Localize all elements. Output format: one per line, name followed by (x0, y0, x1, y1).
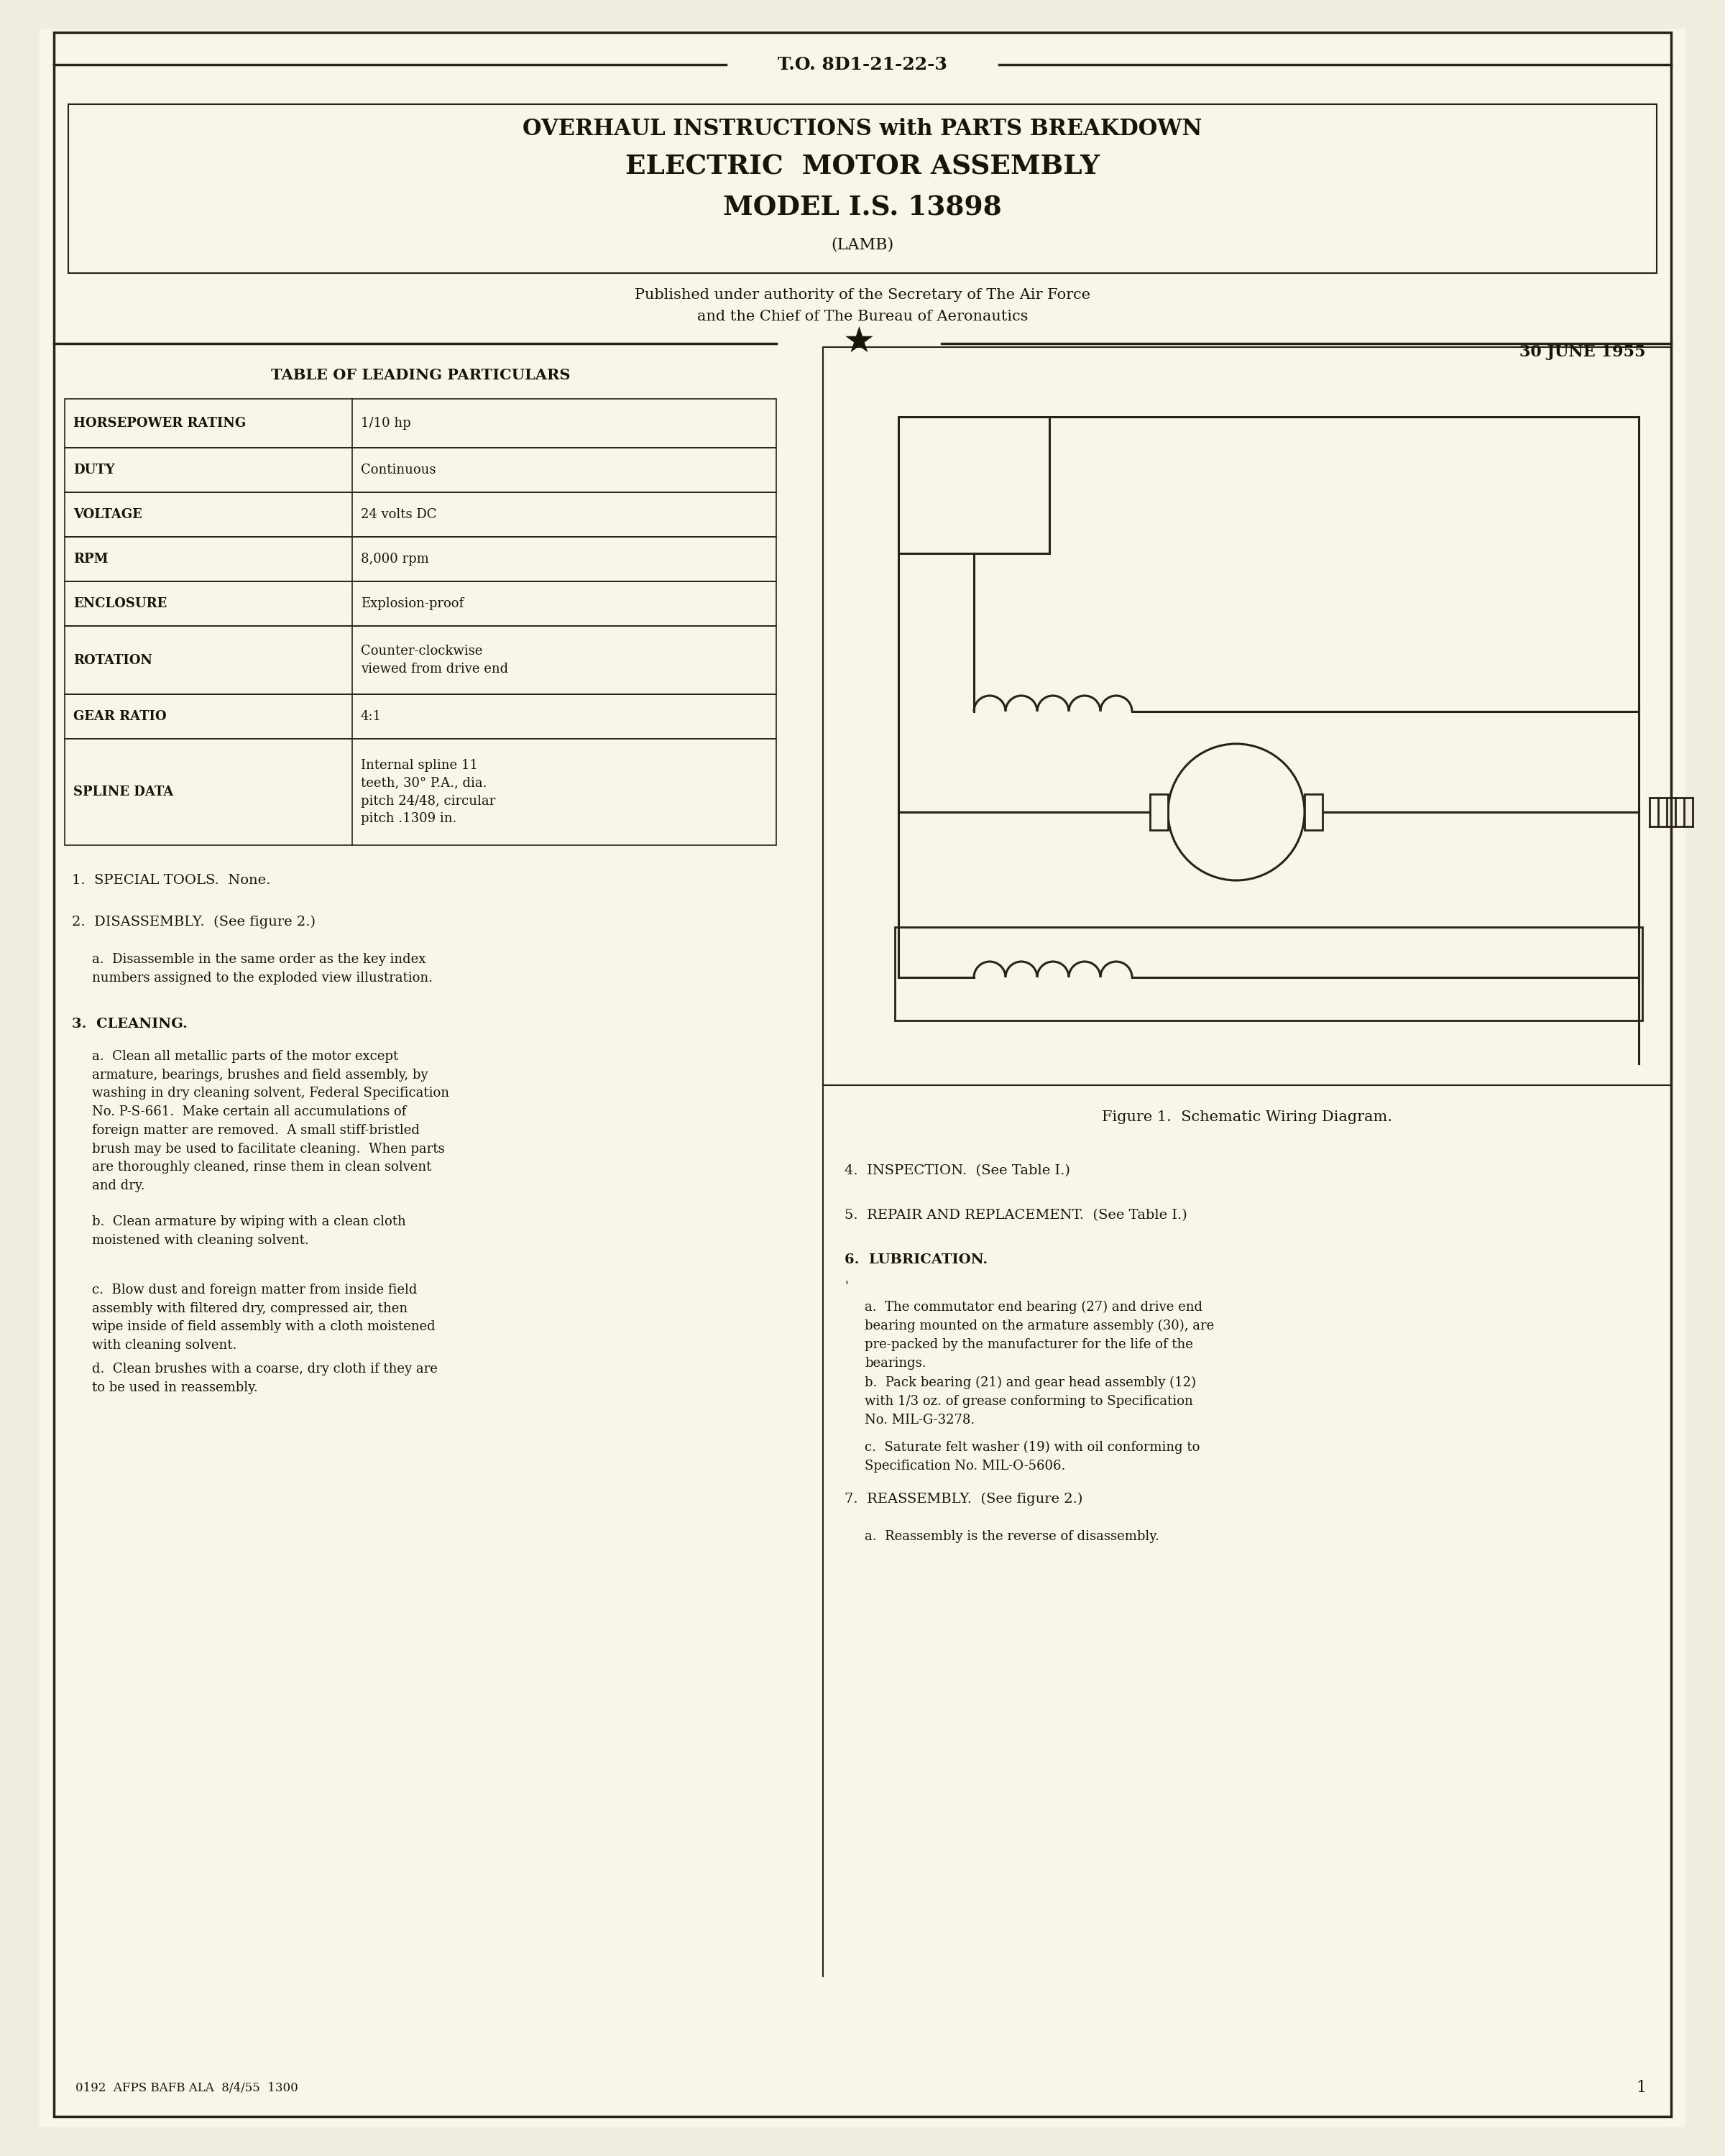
Bar (66, 399, 776, 448)
Text: and the Chief of The Bureau of Aeronautics: and the Chief of The Bureau of Aeronauti… (697, 310, 1028, 323)
Text: 3.  CLEANING.: 3. CLEANING. (72, 1018, 188, 1031)
Text: 24 volts DC: 24 volts DC (361, 509, 436, 522)
Bar (66, 694, 776, 740)
Text: b.  Pack bearing (21) and gear head assembly (12)
with 1/3 oz. of grease conform: b. Pack bearing (21) and gear head assem… (864, 1376, 1195, 1427)
Text: GEAR RATIO: GEAR RATIO (72, 709, 167, 722)
Bar (66, 625, 776, 694)
Text: ': ' (845, 1281, 849, 1294)
Text: DUTY: DUTY (72, 464, 116, 476)
Text: 7.  REASSEMBLY.  (See figure 2.): 7. REASSEMBLY. (See figure 2.) (845, 1492, 1083, 1505)
Bar (69, 103, 1656, 274)
Text: d.  Clean brushes with a coarse, dry cloth if they are
to be used in reassembly.: d. Clean brushes with a coarse, dry clot… (91, 1363, 438, 1395)
Text: 5.  REPAIR AND REPLACEMENT.  (See Table I.): 5. REPAIR AND REPLACEMENT. (See Table I.… (845, 1210, 1187, 1222)
Text: ★: ★ (844, 326, 875, 360)
Text: c.  Saturate felt washer (19) with oil conforming to
Specification No. MIL-O-560: c. Saturate felt washer (19) with oil co… (864, 1440, 1201, 1473)
Text: T.O. 8D1-21-22-3: T.O. 8D1-21-22-3 (778, 56, 947, 73)
Text: 30 JUNE 1955: 30 JUNE 1955 (1520, 345, 1646, 360)
Text: ROTATION: ROTATION (72, 653, 152, 666)
Text: 1.  SPECIAL TOOLS.  None.: 1. SPECIAL TOOLS. None. (72, 873, 271, 886)
Text: SPLINE DATA: SPLINE DATA (72, 785, 174, 798)
Text: ELECTRIC  MOTOR ASSEMBLY: ELECTRIC MOTOR ASSEMBLY (626, 153, 1101, 181)
Text: c.  Blow dust and foreign matter from inside field
assembly with filtered dry, c: c. Blow dust and foreign matter from ins… (91, 1283, 435, 1352)
Text: Explosion-proof: Explosion-proof (361, 597, 464, 610)
Text: ENCLOSURE: ENCLOSURE (72, 597, 167, 610)
Bar (66, 740, 776, 845)
Text: 4.  INSPECTION.  (See Table I.): 4. INSPECTION. (See Table I.) (845, 1164, 1070, 1177)
Text: b.  Clean armature by wiping with a clean cloth
moistened with cleaning solvent.: b. Clean armature by wiping with a clean… (91, 1216, 405, 1246)
Text: 1/10 hp: 1/10 hp (361, 416, 411, 429)
Bar (66, 582, 776, 625)
Bar (66, 492, 776, 537)
Text: a.  The commutator end bearing (27) and drive end
bearing mounted on the armatur: a. The commutator end bearing (27) and d… (864, 1300, 1214, 1369)
Text: 6.  LUBRICATION.: 6. LUBRICATION. (845, 1253, 988, 1266)
Text: 8,000 rpm: 8,000 rpm (361, 552, 430, 565)
Bar (66, 448, 776, 492)
Bar (1304, 793, 1323, 830)
Text: OVERHAUL INSTRUCTIONS with PARTS BREAKDOWN: OVERHAUL INSTRUCTIONS with PARTS BREAKDO… (523, 119, 1202, 140)
Text: Published under authority of the Secretary of The Air Force: Published under authority of the Secreta… (635, 289, 1090, 302)
Bar (895, 927, 1642, 1020)
Text: a.  Clean all metallic parts of the motor except
armature, bearings, brushes and: a. Clean all metallic parts of the motor… (91, 1050, 449, 1192)
Bar (66, 537, 776, 582)
Text: (LAMB): (LAMB) (831, 237, 894, 252)
Text: HORSEPOWER RATING: HORSEPOWER RATING (72, 416, 247, 429)
Text: 1: 1 (1635, 2081, 1646, 2096)
Text: a.  Reassembly is the reverse of disassembly.: a. Reassembly is the reverse of disassem… (864, 1531, 1159, 1544)
Text: VOLTAGE: VOLTAGE (72, 509, 141, 522)
Text: RPM: RPM (72, 552, 109, 565)
Text: 0192  AFPS BAFB ALA  8/4/55  1300: 0192 AFPS BAFB ALA 8/4/55 1300 (76, 2083, 298, 2093)
Text: 2.  DISASSEMBLY.  (See figure 2.): 2. DISASSEMBLY. (See figure 2.) (72, 916, 316, 929)
Text: Continuous: Continuous (361, 464, 436, 476)
Text: Figure 1.  Schematic Wiring Diagram.: Figure 1. Schematic Wiring Diagram. (1102, 1110, 1392, 1125)
Text: MODEL I.S. 13898: MODEL I.S. 13898 (723, 194, 1002, 220)
Bar (1151, 793, 1168, 830)
Text: Counter-clockwise
viewed from drive end: Counter-clockwise viewed from drive end (361, 645, 509, 675)
Text: Internal spline 11
teeth, 30° P.A., dia.
pitch 24/48, circular
pitch .1309 in.: Internal spline 11 teeth, 30° P.A., dia.… (361, 759, 495, 826)
Text: TABLE OF LEADING PARTICULARS: TABLE OF LEADING PARTICULARS (271, 369, 571, 382)
Bar (899, 416, 1049, 554)
Bar (823, 347, 1672, 1084)
Text: a.  Disassemble in the same order as the key index
numbers assigned to the explo: a. Disassemble in the same order as the … (91, 953, 433, 985)
Text: 4:1: 4:1 (361, 709, 381, 722)
